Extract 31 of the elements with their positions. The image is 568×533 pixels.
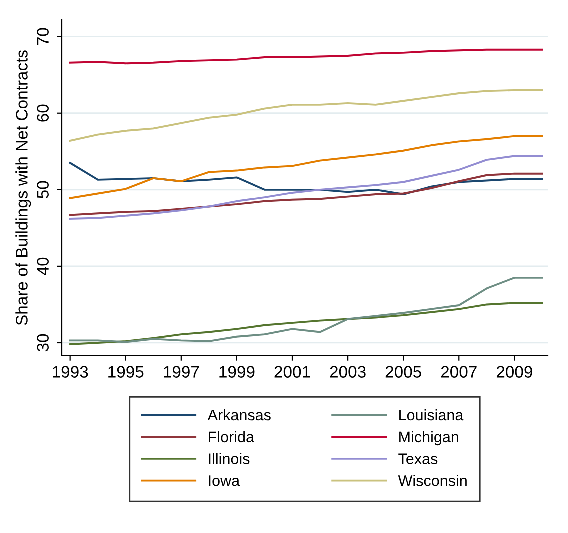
y-tick-label: 70 — [37, 28, 49, 46]
line-series — [69, 48, 544, 65]
y-tick-label: 30 — [37, 334, 49, 352]
line-series — [69, 162, 544, 196]
y-tick-label: 50 — [37, 181, 49, 199]
line-series — [69, 302, 544, 346]
legend-label: Texas — [398, 454, 438, 464]
legend-label: Michigan — [400, 431, 458, 446]
y-tick-label: 40 — [37, 258, 49, 276]
legend-label: Arkansas — [208, 409, 271, 421]
x-tick-label: 1999 — [220, 366, 255, 378]
line-series — [69, 155, 544, 220]
x-tick-label: 2009 — [496, 366, 532, 378]
legend-label: Louisiana — [400, 409, 464, 421]
y-axis-title: Share of Buildings with Net Contracts — [16, 50, 32, 326]
line-series — [69, 89, 544, 142]
x-tick-label: 1995 — [108, 366, 144, 378]
x-tick-label: 2005 — [386, 366, 422, 378]
x-tick-label: 1997 — [164, 366, 200, 378]
legend-label: Wisconsin — [398, 475, 467, 486]
legend-label: Florida — [209, 431, 254, 443]
line-series — [69, 276, 544, 344]
x-tick-label: 2001 — [274, 366, 310, 378]
y-tick-label: 60 — [37, 104, 49, 122]
line-series — [69, 135, 544, 200]
line-series — [69, 172, 544, 216]
legend-label: Iowa — [209, 476, 240, 486]
x-tick-label: 2003 — [330, 366, 366, 378]
x-tick-label: 2007 — [441, 366, 477, 378]
x-tick-label: 1993 — [53, 366, 88, 378]
legend-label: Illinois — [209, 453, 250, 464]
